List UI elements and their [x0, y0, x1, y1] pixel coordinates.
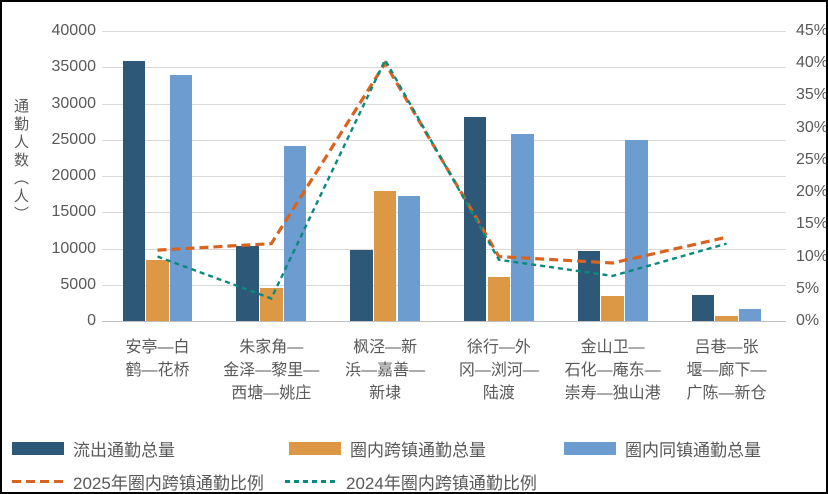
legend-swatch-2 — [564, 442, 616, 455]
right-axis-tick: 45% — [796, 22, 828, 39]
gridline — [102, 176, 786, 177]
bar-series0-cat5 — [691, 294, 715, 321]
left-axis-title: 通勤人数（人） — [12, 98, 29, 224]
legend-line-swatch-0 — [12, 479, 64, 484]
bar-series1-cat3 — [487, 276, 511, 321]
category-label-1: 朱家角— 金泽—黎里— 西塘—姚庄 — [223, 339, 320, 402]
bar-series0-cat4 — [577, 250, 601, 321]
right-axis-tick: 25% — [796, 150, 828, 168]
right-axis-tick: 15% — [796, 215, 828, 233]
category-label-4: 金山卫— 石化—庵东— 崇寿—独山港 — [564, 339, 661, 402]
bar-series1-cat5 — [715, 315, 738, 321]
bar-series2-cat4 — [625, 140, 648, 321]
category-label-5: 吕巷—张 堰—廊下— 广陈—新仓 — [686, 339, 767, 402]
bar-series0-cat2 — [350, 249, 373, 321]
left-axis-tick: 20000 — [51, 167, 97, 184]
left-axis-tick: 25000 — [51, 130, 97, 148]
bar-series2-cat2 — [397, 196, 421, 321]
bar-series0-cat3 — [463, 117, 487, 321]
category-label-0: 安亭—白 鹤—花桥 — [125, 339, 190, 379]
right-axis-tick: 30% — [796, 118, 828, 136]
gridline — [102, 67, 786, 69]
category-label-3: 徐行—外 冈—浏河— 陆渡 — [458, 339, 539, 402]
left-axis-tick: 0 — [87, 312, 96, 329]
legend-label: 圈内跨镇通勤总量 — [350, 441, 486, 460]
bar-series2-cat1 — [283, 146, 307, 321]
legend-item-bar-0: 流出通勤总量 — [12, 436, 175, 461]
right-axis-tick: 5% — [796, 279, 820, 297]
right-axis-tick: 20% — [796, 183, 828, 201]
left-axis-tick: 40000 — [51, 22, 97, 39]
left-axis-tick: 5000 — [60, 275, 96, 293]
gridline — [102, 212, 786, 214]
bar-series1-cat4 — [601, 295, 624, 321]
legend-label: 圈内同镇通勤总量 — [625, 441, 761, 460]
left-axis-tick: 15000 — [51, 203, 97, 221]
right-axis-tick: 40% — [796, 54, 828, 72]
gridline — [102, 103, 786, 105]
legend-swatch-0 — [12, 442, 64, 455]
legend-label: 2024年圈内跨镇通勤比例 — [346, 474, 537, 493]
bar-series2-cat0 — [169, 75, 193, 321]
right-axis-tick: 35% — [796, 86, 828, 104]
legend-item-line-0: 2025年圈内跨镇通勤比例 — [12, 469, 264, 493]
bar-series1-cat1 — [260, 288, 283, 321]
gridline — [102, 31, 786, 32]
left-axis-tick: 35000 — [51, 58, 97, 76]
legend-line-swatch-1 — [285, 480, 337, 483]
bar-series2-cat3 — [511, 133, 534, 321]
left-axis-tick: 30000 — [51, 94, 97, 112]
legend-item-bar-1: 圈内跨镇通勤总量 — [289, 436, 486, 461]
legend-item-line-1: 2024年圈内跨镇通勤比例 — [285, 469, 537, 493]
bar-series0-cat0 — [122, 61, 146, 321]
bar-series1-cat2 — [373, 191, 397, 321]
bar-series0-cat1 — [236, 245, 259, 321]
legend-label: 2025年圈内跨镇通勤比例 — [73, 474, 264, 493]
gridline — [102, 139, 786, 141]
bar-series2-cat5 — [738, 308, 762, 321]
legend-swatch-1 — [289, 442, 341, 455]
legend-item-bar-2: 圈内同镇通勤总量 — [564, 436, 761, 461]
gridline — [102, 284, 786, 286]
legend-label: 流出通勤总量 — [73, 441, 175, 460]
gridline — [102, 248, 786, 250]
category-label-2: 枫泾—新 浜—嘉善— 新埭 — [345, 339, 426, 402]
x-axis-line — [102, 321, 786, 322]
right-axis-tick: 10% — [796, 247, 828, 265]
right-axis-tick: 0% — [796, 312, 820, 329]
left-axis-tick: 10000 — [51, 239, 97, 257]
bar-series1-cat0 — [146, 260, 169, 321]
